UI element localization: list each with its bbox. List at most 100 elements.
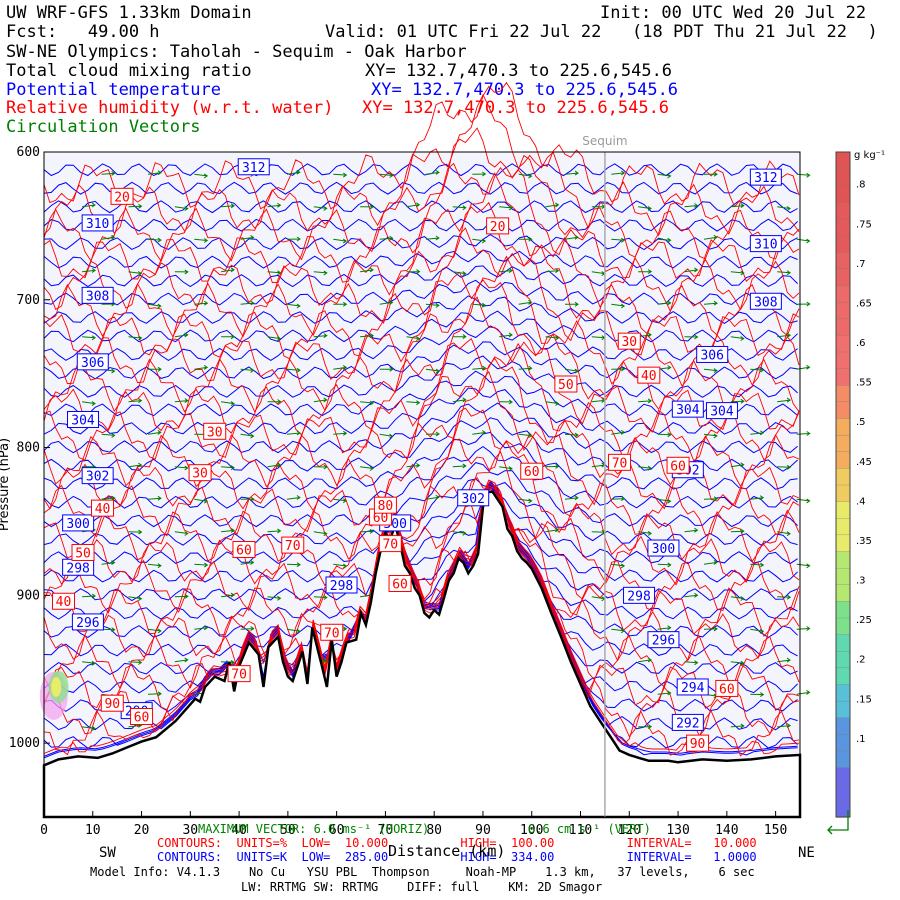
rh-label-box (617, 332, 641, 350)
theta-label: 296 (652, 634, 675, 649)
wind-vector (472, 430, 487, 435)
theta-label: 310 (86, 217, 109, 232)
rh-label-box (388, 575, 412, 593)
y-tick-label: 800 (17, 441, 40, 456)
colorbar-step (835, 467, 851, 486)
rh-label: 60 (373, 511, 389, 526)
rh-isoline (43, 127, 800, 263)
rh-isoline (43, 482, 800, 757)
wind-vector (684, 592, 699, 598)
theta-isoline (43, 341, 798, 380)
rh-isoline (43, 370, 800, 512)
wind-vector (147, 237, 162, 243)
wind-vector (425, 368, 440, 374)
rh-label-box (232, 541, 256, 559)
wind-vector (452, 463, 467, 469)
wind-vector (796, 301, 811, 307)
theta-isoline (43, 163, 798, 177)
wind-vector (730, 660, 745, 666)
rh-label: 70 (285, 539, 301, 554)
wind-vector (425, 235, 440, 241)
wind-vector (499, 268, 514, 274)
rh-isoline (43, 296, 800, 436)
theta-label: 312 (242, 161, 265, 176)
wind-vector (518, 173, 533, 179)
wind-vector (703, 300, 718, 306)
wind-vector (286, 236, 301, 242)
sequim-label: Sequim (582, 134, 627, 148)
wind-vector (730, 398, 745, 404)
wind-vector (240, 300, 255, 306)
wind-vector (425, 302, 440, 308)
field-vectors-label: Circulation Vectors (6, 117, 201, 137)
wind-vector (564, 301, 579, 307)
x-tick-label: 120 (618, 823, 641, 838)
wind-vector (518, 433, 533, 439)
colorbar-step (835, 600, 851, 619)
wind-vector (518, 299, 533, 305)
x-tick-label: 50 (280, 823, 296, 838)
colorbar-step (835, 151, 851, 170)
wind-vector (703, 626, 718, 632)
wind-vector (240, 433, 255, 439)
wind-vector (730, 336, 745, 341)
y-tick-label: 700 (17, 293, 40, 308)
wind-vector (147, 495, 162, 501)
field-rh-xy: XY= 132.7,470.3 to 225.6,545.6 (362, 98, 670, 118)
colorbar-step (835, 251, 851, 270)
colorbar-tick-label: .25 (856, 615, 872, 626)
wind-vector (452, 271, 467, 277)
wind-vector (750, 628, 765, 634)
wind-vector (425, 494, 440, 500)
x-tick-label: 110 (569, 823, 592, 838)
wind-vector (796, 498, 811, 504)
x-tick-label: 130 (666, 823, 689, 838)
x-tick-label: 140 (715, 823, 738, 838)
rh-isoline (43, 255, 800, 387)
wind-vector (777, 206, 791, 211)
wind-vector (750, 430, 765, 436)
wind-vector (174, 657, 189, 663)
wind-vector (564, 170, 579, 176)
physics-info: LW: RRTMG SW: RRTMG DIFF: full KM: 2D Sm… (241, 880, 603, 894)
wind-vector (82, 660, 96, 666)
plot-frame (43, 151, 801, 818)
wind-vector (333, 430, 348, 436)
wind-vector (174, 398, 189, 404)
wind-vector (472, 302, 487, 308)
wind-vector (194, 562, 209, 568)
colorbar-step (835, 683, 851, 702)
theta-label-box (67, 410, 100, 428)
y-axis-label: Pressure (hPa) (0, 438, 12, 531)
wind-vector (313, 205, 328, 211)
x-tick-label: 40 (231, 823, 247, 838)
wind-vector (796, 364, 811, 370)
theta-isoline (43, 325, 798, 361)
wind-vector (147, 628, 162, 634)
colorbar-step (835, 650, 851, 669)
wind-vector (564, 234, 579, 240)
wind-vector (777, 594, 792, 600)
colorbar-step (835, 750, 851, 768)
rh-label-box (686, 734, 710, 752)
theta-label-box (671, 400, 704, 418)
rh-label: 60 (524, 465, 540, 480)
colorbar-tick-label: .6 (856, 338, 866, 349)
wind-vector (128, 529, 143, 535)
theta-isoline (43, 387, 798, 435)
field-cloud-xy: XY= 132.7,470.3 to 225.6,545.6 (365, 61, 673, 81)
x-tick-label: 90 (475, 823, 491, 838)
cloud-region (51, 676, 62, 697)
wind-vector (704, 171, 718, 177)
wind-vector (221, 465, 236, 471)
wind-vector (221, 203, 236, 209)
theta-label-box (647, 539, 680, 557)
wind-vector (360, 528, 375, 534)
wind-vector (564, 368, 579, 374)
wind-vector (267, 399, 282, 405)
wind-vector (796, 172, 811, 178)
colorbar-step (835, 234, 851, 253)
rh-label-box (486, 217, 510, 235)
theta-label: 302 (86, 470, 109, 485)
x-tick-label: 10 (85, 823, 101, 838)
